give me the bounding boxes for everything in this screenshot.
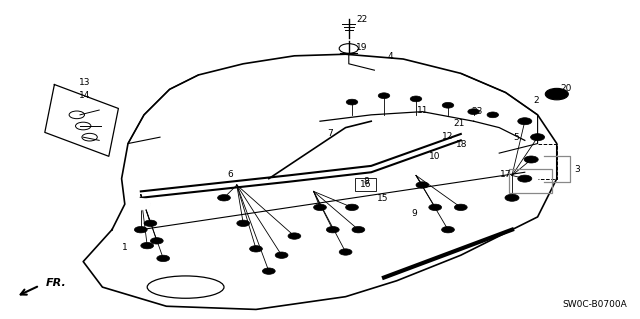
Circle shape [531, 134, 545, 141]
Circle shape [468, 109, 479, 115]
Text: 13: 13 [79, 78, 91, 87]
Circle shape [250, 246, 262, 252]
Text: 22: 22 [356, 15, 367, 24]
Text: FR.: FR. [46, 278, 67, 288]
Circle shape [144, 220, 157, 226]
Circle shape [352, 226, 365, 233]
Circle shape [518, 118, 532, 125]
Circle shape [518, 175, 532, 182]
Text: 3: 3 [575, 165, 580, 174]
Circle shape [429, 204, 442, 211]
Circle shape [275, 252, 288, 258]
Circle shape [218, 195, 230, 201]
Text: 11: 11 [417, 106, 428, 115]
Circle shape [134, 226, 147, 233]
Text: 5: 5 [513, 133, 518, 142]
Text: 10: 10 [429, 152, 441, 161]
Circle shape [487, 112, 499, 118]
Circle shape [442, 226, 454, 233]
Circle shape [128, 198, 151, 210]
Circle shape [314, 204, 326, 211]
Bar [355, 178, 376, 191]
Text: 2: 2 [533, 96, 538, 105]
Circle shape [378, 93, 390, 99]
Circle shape [545, 88, 568, 100]
Circle shape [138, 201, 150, 207]
Circle shape [157, 255, 170, 262]
Text: 1: 1 [122, 243, 127, 252]
Text: 6: 6 [228, 170, 233, 179]
Text: 19: 19 [356, 43, 367, 52]
Circle shape [346, 99, 358, 105]
Text: 16: 16 [360, 180, 372, 189]
Circle shape [141, 242, 154, 249]
Circle shape [505, 194, 519, 201]
Circle shape [416, 182, 429, 188]
Text: 14: 14 [79, 91, 91, 100]
Text: 12: 12 [442, 132, 454, 141]
Circle shape [410, 96, 422, 102]
Circle shape [454, 204, 467, 211]
Circle shape [339, 249, 352, 255]
Circle shape [288, 233, 301, 239]
Text: 17: 17 [500, 170, 511, 179]
Text: 9: 9 [412, 209, 417, 218]
Circle shape [262, 268, 275, 274]
Bar [509, 169, 552, 193]
Circle shape [442, 102, 454, 108]
Text: 15: 15 [377, 194, 388, 203]
Circle shape [326, 226, 339, 233]
Text: 18: 18 [456, 140, 468, 149]
Text: 23: 23 [471, 107, 483, 115]
Text: 7: 7 [327, 129, 332, 138]
Text: 4: 4 [388, 52, 393, 61]
Circle shape [150, 238, 163, 244]
Circle shape [346, 204, 358, 211]
Circle shape [237, 220, 250, 226]
Text: 21: 21 [454, 119, 465, 128]
Text: 8: 8 [364, 177, 369, 186]
Circle shape [524, 156, 538, 163]
Text: SW0C-B0700A: SW0C-B0700A [563, 300, 627, 309]
Text: 20: 20 [561, 84, 572, 93]
